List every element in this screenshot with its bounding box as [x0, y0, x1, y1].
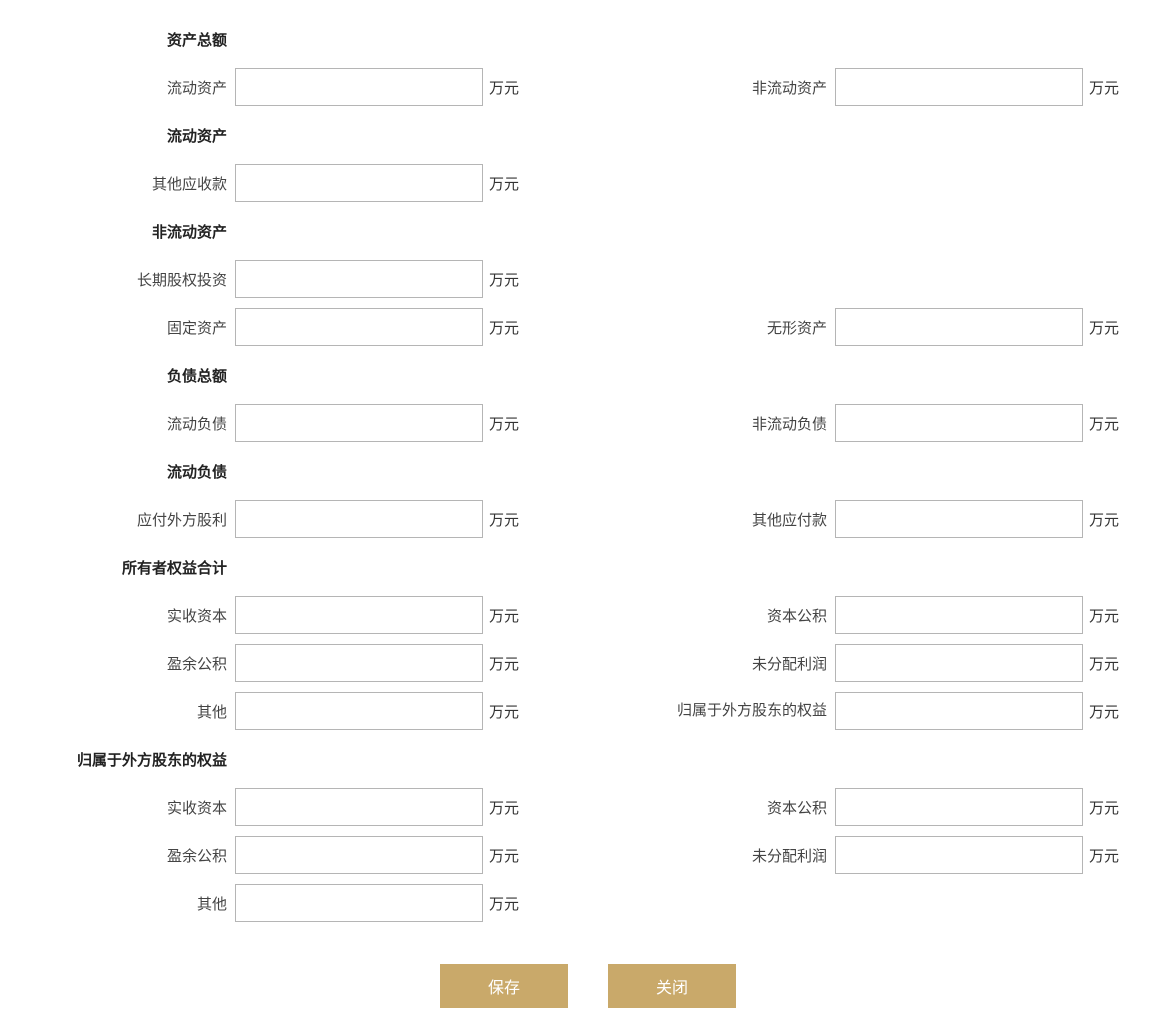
row-fe-surplus: 盈余公积 万元 未分配利润 万元	[10, 834, 1166, 876]
label-surplus-reserve: 盈余公积	[10, 653, 235, 674]
label-other-receivables: 其他应收款	[10, 173, 235, 194]
label-fe-capital-reserve: 资本公积	[575, 797, 835, 818]
input-fe-other[interactable]	[235, 884, 483, 922]
header-label: 流动负债	[10, 461, 235, 482]
section-header-total-liabilities: 负债总额	[10, 354, 1166, 396]
input-undistributed-profit[interactable]	[835, 644, 1083, 682]
label-fixed-assets: 固定资产	[10, 317, 235, 338]
unit-label: 万元	[1089, 653, 1119, 674]
unit-label: 万元	[489, 509, 519, 530]
unit-label: 万元	[1089, 77, 1119, 98]
unit-label: 万元	[489, 605, 519, 626]
row-fixed-assets: 固定资产 万元 无形资产 万元	[10, 306, 1166, 348]
input-fe-surplus[interactable]	[235, 836, 483, 874]
section-header-total-assets: 资产总额	[10, 18, 1166, 60]
label-non-current-assets: 非流动资产	[575, 77, 835, 98]
unit-label: 万元	[489, 173, 519, 194]
input-non-current-liabilities[interactable]	[835, 404, 1083, 442]
unit-label: 万元	[489, 701, 519, 722]
input-fe-capital-reserve[interactable]	[835, 788, 1083, 826]
unit-label: 万元	[489, 653, 519, 674]
section-header-current-liabilities: 流动负债	[10, 450, 1166, 492]
section-header-owners-equity: 所有者权益合计	[10, 546, 1166, 588]
input-other-equity[interactable]	[235, 692, 483, 730]
row-fe-other: 其他 万元	[10, 882, 1166, 924]
input-capital-reserve[interactable]	[835, 596, 1083, 634]
unit-label: 万元	[489, 269, 519, 290]
unit-label: 万元	[1089, 605, 1119, 626]
input-dividends-payable[interactable]	[235, 500, 483, 538]
label-dividends-payable: 应付外方股利	[10, 509, 235, 530]
label-current-assets: 流动资产	[10, 77, 235, 98]
unit-label: 万元	[489, 797, 519, 818]
header-label: 所有者权益合计	[10, 557, 235, 578]
header-label: 归属于外方股东的权益	[10, 749, 235, 770]
input-other-payables[interactable]	[835, 500, 1083, 538]
label-foreign-equity: 归属于外方股东的权益	[575, 700, 835, 723]
input-surplus-reserve[interactable]	[235, 644, 483, 682]
row-surplus-reserve: 盈余公积 万元 未分配利润 万元	[10, 642, 1166, 684]
row-long-term-equity: 长期股权投资 万元	[10, 258, 1166, 300]
label-non-current-liabilities: 非流动负债	[575, 413, 835, 434]
unit-label: 万元	[1089, 413, 1119, 434]
header-label: 资产总额	[10, 29, 235, 50]
label-other-equity: 其他	[10, 701, 235, 722]
label-fe-surplus: 盈余公积	[10, 845, 235, 866]
unit-label: 万元	[1089, 701, 1119, 722]
header-label: 流动资产	[10, 125, 235, 146]
header-label: 负债总额	[10, 365, 235, 386]
row-fe-paid-in: 实收资本 万元 资本公积 万元	[10, 786, 1166, 828]
row-other-receivables: 其他应收款 万元	[10, 162, 1166, 204]
input-long-term-equity[interactable]	[235, 260, 483, 298]
label-fe-undistributed: 未分配利润	[575, 845, 835, 866]
label-current-liabilities: 流动负债	[10, 413, 235, 434]
unit-label: 万元	[489, 413, 519, 434]
label-undistributed-profit: 未分配利润	[575, 653, 835, 674]
input-foreign-equity[interactable]	[835, 692, 1083, 730]
input-non-current-assets[interactable]	[835, 68, 1083, 106]
row-current-liabilities: 流动负债 万元 非流动负债 万元	[10, 402, 1166, 444]
label-long-term-equity: 长期股权投资	[10, 269, 235, 290]
input-fe-undistributed[interactable]	[835, 836, 1083, 874]
input-current-liabilities[interactable]	[235, 404, 483, 442]
save-button[interactable]: 保存	[440, 964, 568, 1008]
input-fe-paid-in[interactable]	[235, 788, 483, 826]
financial-form: 资产总额 流动资产 万元 非流动资产 万元 流动资产 其他应收款 万元 非流动资…	[10, 18, 1166, 1008]
label-other-payables: 其他应付款	[575, 509, 835, 530]
close-button[interactable]: 关闭	[608, 964, 736, 1008]
header-label: 非流动资产	[10, 221, 235, 242]
unit-label: 万元	[489, 317, 519, 338]
unit-label: 万元	[489, 845, 519, 866]
row-dividends-payable: 应付外方股利 万元 其他应付款 万元	[10, 498, 1166, 540]
label-capital-reserve: 资本公积	[575, 605, 835, 626]
input-current-assets[interactable]	[235, 68, 483, 106]
unit-label: 万元	[1089, 509, 1119, 530]
row-other-equity: 其他 万元 归属于外方股东的权益 万元	[10, 690, 1166, 732]
unit-label: 万元	[489, 893, 519, 914]
unit-label: 万元	[489, 77, 519, 98]
row-current-assets: 流动资产 万元 非流动资产 万元	[10, 66, 1166, 108]
section-header-foreign-equity: 归属于外方股东的权益	[10, 738, 1166, 780]
unit-label: 万元	[1089, 797, 1119, 818]
label-paid-in-capital: 实收资本	[10, 605, 235, 626]
button-row: 保存 关闭	[10, 964, 1166, 1008]
row-paid-in-capital: 实收资本 万元 资本公积 万元	[10, 594, 1166, 636]
label-fe-other: 其他	[10, 893, 235, 914]
unit-label: 万元	[1089, 845, 1119, 866]
label-fe-paid-in: 实收资本	[10, 797, 235, 818]
section-header-current-assets: 流动资产	[10, 114, 1166, 156]
unit-label: 万元	[1089, 317, 1119, 338]
input-other-receivables[interactable]	[235, 164, 483, 202]
input-intangible-assets[interactable]	[835, 308, 1083, 346]
input-fixed-assets[interactable]	[235, 308, 483, 346]
input-paid-in-capital[interactable]	[235, 596, 483, 634]
label-intangible-assets: 无形资产	[575, 317, 835, 338]
section-header-non-current-assets: 非流动资产	[10, 210, 1166, 252]
